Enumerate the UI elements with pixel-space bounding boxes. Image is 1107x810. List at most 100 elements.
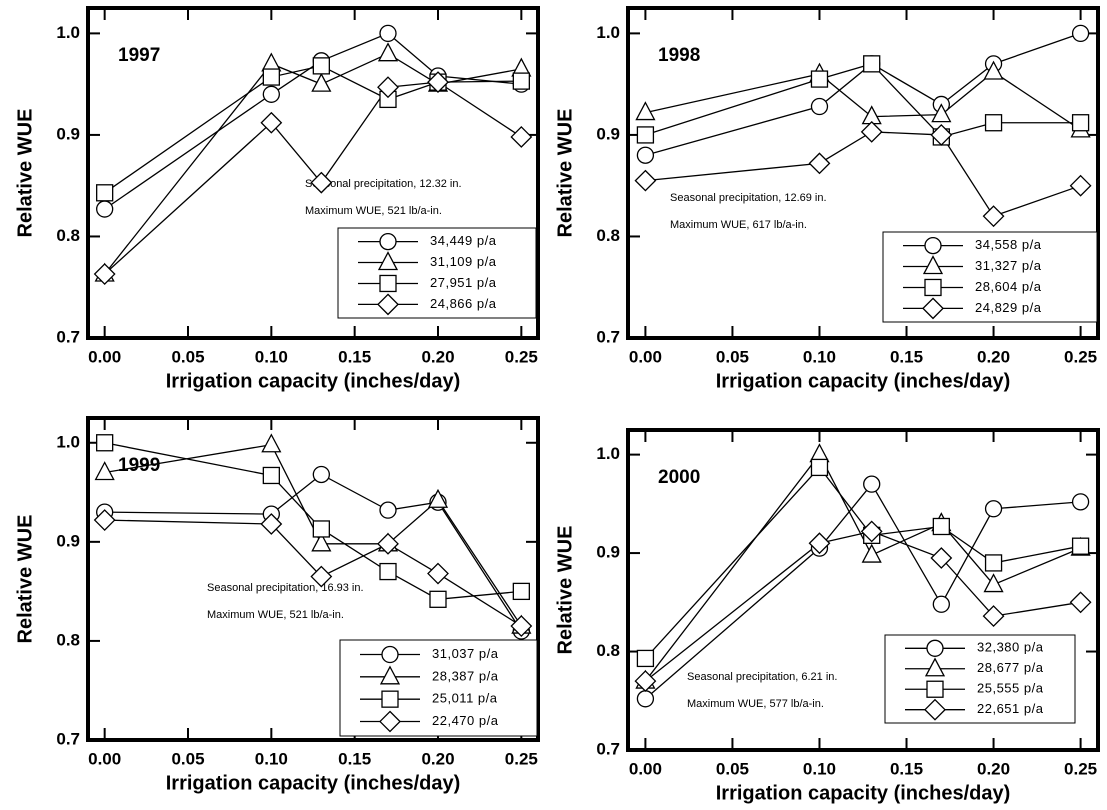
legend-label: 24,866 p/a bbox=[430, 296, 497, 311]
legend-label: 28,387 p/a bbox=[432, 668, 499, 683]
panel: 0.7 0.8 0.9 1.0 0.00 0.05 0.10 0.15 0.20 0.25 Irri… bbox=[14, 6, 540, 392]
y-tick-label: 0.7 bbox=[596, 739, 620, 758]
marker-square bbox=[932, 517, 950, 536]
marker-diamond bbox=[377, 532, 399, 555]
legend-label: 28,604 p/a bbox=[975, 279, 1042, 294]
x-tick-label: 0.20 bbox=[421, 749, 454, 768]
plot-frame bbox=[86, 416, 540, 742]
x-tick-label: 0.20 bbox=[977, 759, 1010, 778]
marker-circle bbox=[262, 85, 280, 103]
marker-square bbox=[379, 562, 397, 581]
series-line bbox=[644, 453, 1081, 682]
annotation: Maximum WUE, 521 lb/a-in. bbox=[305, 205, 442, 217]
legend-marker bbox=[926, 639, 944, 657]
legend-marker bbox=[924, 698, 946, 721]
series-line bbox=[645, 32, 1081, 156]
marker-triangle bbox=[635, 101, 656, 121]
y-tick-label: 0.9 bbox=[56, 124, 80, 143]
marker-diamond bbox=[808, 152, 831, 175]
marker-diamond bbox=[930, 124, 953, 146]
marker-diamond bbox=[1069, 174, 1092, 197]
annotation: Seasonal precipitation, 12.32 in. bbox=[305, 178, 462, 190]
marker-square bbox=[312, 57, 330, 75]
marker-circle bbox=[96, 200, 114, 218]
legend-label: 32,380 p/a bbox=[977, 640, 1044, 655]
marker-diamond bbox=[510, 615, 533, 637]
y-tick-label: 0.7 bbox=[56, 729, 80, 748]
marker-triangle bbox=[983, 60, 1004, 80]
x-tick-label: 0.25 bbox=[1064, 759, 1097, 778]
marker-circle bbox=[379, 24, 397, 43]
marker-circle bbox=[984, 500, 1003, 518]
marker-diamond bbox=[427, 71, 449, 94]
marker-diamond bbox=[377, 76, 399, 99]
legend-marker bbox=[379, 710, 401, 733]
legend-box bbox=[882, 231, 1098, 323]
marker-diamond bbox=[808, 532, 831, 555]
x-tick-label: 0.00 bbox=[629, 759, 662, 778]
annotation: Maximum WUE, 521 lb/a-in. bbox=[207, 609, 344, 621]
marker-square bbox=[636, 649, 655, 668]
legend-label: 28,677 p/a bbox=[977, 660, 1044, 675]
marker-square bbox=[429, 590, 447, 608]
marker-diamond bbox=[260, 513, 283, 535]
marker-square bbox=[262, 466, 280, 485]
marker-diamond bbox=[634, 169, 657, 192]
x-axis-label: Irrigation capacity (inches/day) bbox=[716, 370, 1011, 392]
marker-circle bbox=[636, 690, 655, 708]
y-tick-label: 1.0 bbox=[56, 432, 80, 451]
legend-marker bbox=[924, 657, 946, 677]
x-tick-label: 0.25 bbox=[1064, 347, 1097, 366]
legend-label: 27,951 p/a bbox=[430, 275, 497, 290]
x-tick-label: 0.25 bbox=[505, 749, 538, 768]
legend-marker bbox=[924, 278, 942, 297]
marker-square bbox=[512, 72, 530, 90]
series-line bbox=[645, 530, 1081, 682]
panel: 0.7 0.8 0.9 1.0 0.00 0.05 0.10 0.15 0.20 0.25 Irri… bbox=[554, 6, 1100, 392]
y-tick-label: 1.0 bbox=[596, 444, 620, 463]
annotation: Seasonal precipitation, 16.93 in. bbox=[207, 582, 364, 594]
legend-marker bbox=[377, 293, 399, 316]
y-tick-label: 0.9 bbox=[56, 531, 80, 550]
marker-square bbox=[312, 520, 330, 538]
panel: 0.7 0.8 0.9 1.0 0.00 0.05 0.10 0.15 0.20 0.25 Irri… bbox=[554, 428, 1100, 804]
legend-marker bbox=[379, 232, 397, 251]
marker-square bbox=[984, 114, 1003, 132]
marker-diamond bbox=[860, 520, 883, 543]
x-tick-label: 0.15 bbox=[338, 347, 371, 366]
x-tick-label: 0.05 bbox=[171, 749, 204, 768]
x-tick-label: 0.05 bbox=[716, 759, 749, 778]
marker-circle bbox=[636, 146, 655, 164]
legend-marker bbox=[379, 665, 401, 685]
series-line bbox=[104, 442, 522, 600]
x-tick-label: 0.15 bbox=[338, 749, 371, 768]
series-line bbox=[644, 466, 1081, 659]
series-line bbox=[104, 32, 522, 210]
marker-diamond bbox=[1069, 591, 1092, 614]
y-tick-label: 1.0 bbox=[56, 23, 80, 42]
plot-frame bbox=[626, 6, 1100, 340]
marker-diamond bbox=[93, 263, 116, 285]
panel-title: 1998 bbox=[658, 45, 700, 66]
y-tick-label: 1.0 bbox=[596, 23, 620, 42]
x-tick-label: 0.20 bbox=[977, 347, 1010, 366]
y-tick-label: 0.9 bbox=[596, 543, 620, 562]
legend-label: 34,449 p/a bbox=[430, 233, 497, 248]
legend-marker bbox=[379, 274, 397, 293]
x-tick-label: 0.10 bbox=[255, 749, 288, 768]
marker-square bbox=[636, 126, 655, 144]
legend-marker bbox=[922, 255, 944, 275]
panel-title: 2000 bbox=[658, 467, 700, 488]
legend-marker bbox=[924, 236, 942, 255]
series-line bbox=[645, 71, 1081, 131]
panel: 0.7 0.8 0.9 1.0 0.00 0.05 0.10 0.15 0.20 0.25 Irri… bbox=[14, 416, 540, 794]
marker-square bbox=[984, 554, 1003, 572]
x-tick-label: 0.05 bbox=[716, 347, 749, 366]
y-tick-label: 0.8 bbox=[56, 226, 80, 245]
marker-circle bbox=[379, 501, 397, 519]
marker-square bbox=[863, 55, 881, 73]
plot-frame bbox=[626, 428, 1100, 752]
legend-label: 24,829 p/a bbox=[975, 300, 1042, 315]
x-tick-label: 0.10 bbox=[803, 759, 836, 778]
marker-diamond bbox=[510, 126, 533, 148]
